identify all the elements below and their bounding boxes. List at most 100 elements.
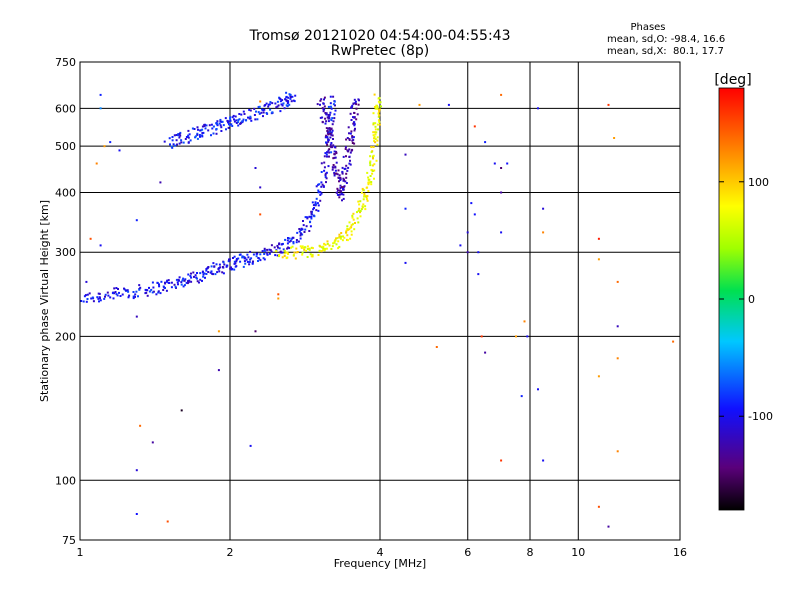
trace-point xyxy=(285,91,288,94)
trace-point xyxy=(335,172,338,175)
trace-point xyxy=(115,287,118,289)
trace-point xyxy=(324,176,327,178)
trace-point xyxy=(287,100,290,103)
trace-point xyxy=(320,185,323,188)
trace-point xyxy=(349,151,352,154)
trace-point xyxy=(310,246,313,249)
scatter-point xyxy=(404,261,407,264)
trace-point xyxy=(329,95,332,98)
data-points xyxy=(80,91,675,528)
trace-point xyxy=(357,209,360,212)
trace-point xyxy=(294,257,297,260)
trace-point xyxy=(238,118,241,121)
trace-point xyxy=(222,272,225,275)
trace-point xyxy=(324,122,327,125)
y-tick-label: 75 xyxy=(62,534,76,547)
trace-point xyxy=(233,268,236,271)
trace-point xyxy=(353,129,356,132)
trace-point xyxy=(342,177,345,180)
trace-point xyxy=(229,119,232,122)
trace-point xyxy=(323,249,326,252)
trace-point xyxy=(308,248,311,251)
scatter-point xyxy=(249,444,252,447)
trace-point xyxy=(350,224,353,227)
trace-point xyxy=(201,125,204,128)
trace-point xyxy=(178,142,181,145)
trace-point xyxy=(204,276,206,279)
trace-point xyxy=(351,214,354,217)
trace-point xyxy=(285,104,288,107)
trace-point xyxy=(350,130,353,133)
trace-point xyxy=(329,145,332,148)
stats-o-line: mean, sd,O: -98.4, 16.6 xyxy=(607,34,725,45)
trace-point xyxy=(355,107,358,110)
trace-point xyxy=(333,150,336,153)
trace-point xyxy=(333,145,336,148)
trace-point xyxy=(291,245,294,248)
trace-point xyxy=(257,111,260,114)
scatter-point xyxy=(466,231,469,234)
trace-point xyxy=(266,253,269,256)
trace-point xyxy=(196,280,199,283)
trace-point xyxy=(319,193,322,196)
trace-point xyxy=(263,247,266,250)
trace-point xyxy=(310,217,313,220)
trace-point xyxy=(363,194,366,197)
colorbar-tick-label: 0 xyxy=(748,293,755,306)
trace-point xyxy=(245,258,248,261)
trace-point xyxy=(302,220,304,222)
scatter-point xyxy=(277,293,280,296)
trace-point xyxy=(214,273,217,276)
trace-point xyxy=(325,127,328,130)
trace-point xyxy=(310,210,313,213)
trace-point xyxy=(348,162,351,165)
trace-point xyxy=(326,130,329,133)
trace-point xyxy=(126,289,129,292)
trace-point xyxy=(376,143,379,146)
scatter-point xyxy=(259,213,262,216)
trace-point xyxy=(334,104,336,107)
trace-point xyxy=(170,145,173,148)
trace-point xyxy=(204,127,207,130)
scatter-point xyxy=(99,93,102,96)
trace-point xyxy=(352,116,354,119)
trace-point xyxy=(199,272,202,275)
trace-point xyxy=(145,291,148,294)
trace-point xyxy=(191,127,194,130)
trace-point xyxy=(368,181,371,184)
trace-point xyxy=(320,171,323,173)
trace-point xyxy=(337,240,340,243)
trace-point xyxy=(156,282,159,284)
trace-point xyxy=(335,243,338,246)
trace-point xyxy=(170,286,173,289)
trace-point xyxy=(230,266,232,269)
trace-point xyxy=(294,94,297,97)
trace-point xyxy=(340,190,343,193)
scatter-point xyxy=(89,237,92,240)
trace-point xyxy=(301,245,304,248)
stats-x-line: mean, sd,X: 80.1, 17.7 xyxy=(607,46,724,57)
trace-point xyxy=(218,270,221,273)
trace-point xyxy=(274,254,277,257)
trace-point xyxy=(138,284,141,287)
scatter-point xyxy=(254,330,257,333)
trace-point xyxy=(335,150,338,153)
trace-point xyxy=(289,239,292,242)
trace-point xyxy=(370,146,373,148)
trace-point xyxy=(357,103,360,106)
trace-point xyxy=(279,250,282,253)
trace-point xyxy=(301,228,304,231)
trace-point xyxy=(134,295,136,298)
trace-point xyxy=(315,203,318,206)
trace-point xyxy=(332,157,335,160)
trace-point xyxy=(367,178,370,181)
trace-point xyxy=(233,260,236,263)
trace-point xyxy=(180,281,183,284)
trace-point xyxy=(339,193,341,196)
trace-point xyxy=(271,102,274,105)
trace-point xyxy=(319,191,322,194)
trace-point xyxy=(97,297,100,300)
trace-point xyxy=(340,192,343,195)
trace-point xyxy=(152,290,155,293)
trace-point xyxy=(353,116,356,119)
